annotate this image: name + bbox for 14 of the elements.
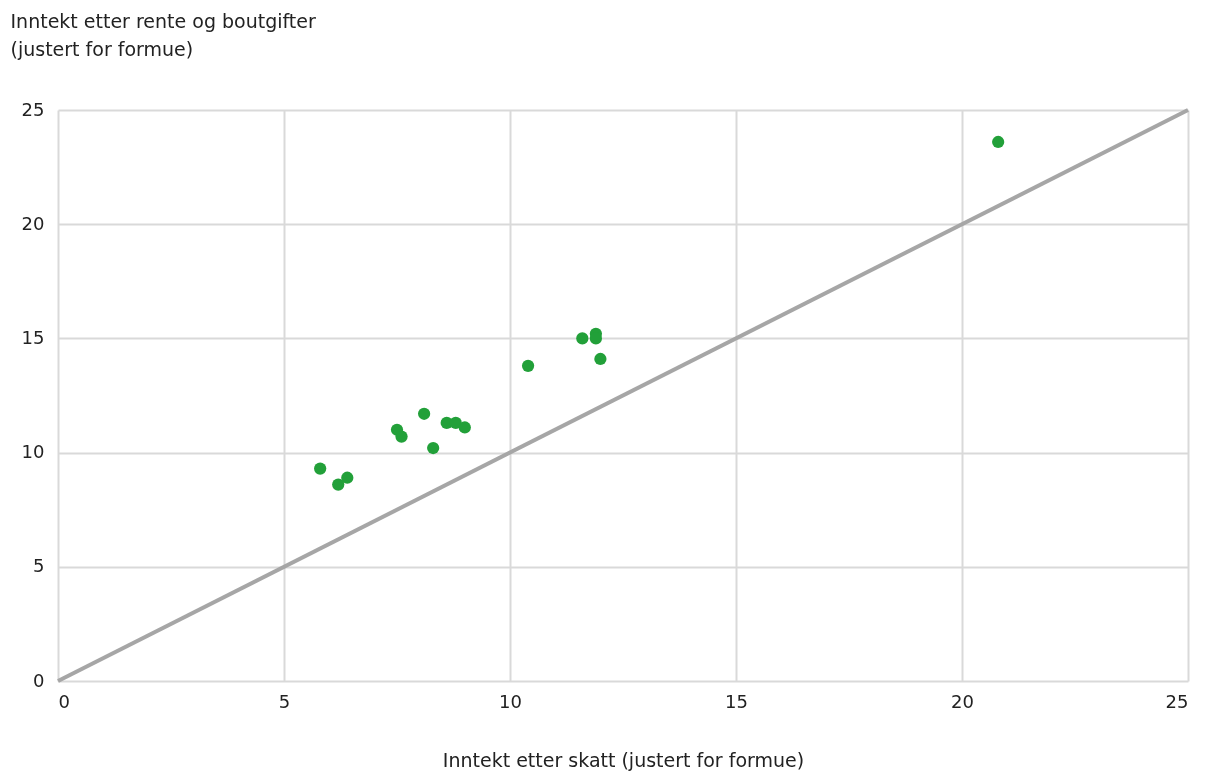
y-tick-label: 0: [33, 669, 45, 691]
x-tick-label: 25: [1165, 690, 1189, 712]
x-tick-label: 5: [278, 690, 291, 712]
y-tick-label: 25: [21, 98, 45, 120]
y-tick-label: 20: [21, 212, 45, 234]
y-tick-label: 15: [21, 326, 45, 348]
x-axis-title: Inntekt etter skatt (justert for formue): [442, 748, 805, 771]
x-tick-label: 10: [499, 690, 522, 712]
x-tick-label: 15: [725, 690, 748, 712]
y-tick-label: 5: [33, 555, 45, 577]
x-tick-label: 0: [58, 690, 70, 712]
x-tick-label: 20: [951, 690, 974, 712]
y-axis-title: Inntekt etter rente og boutgifter (justert for formue): [10, 9, 316, 60]
y-tick-label: 10: [21, 441, 45, 463]
